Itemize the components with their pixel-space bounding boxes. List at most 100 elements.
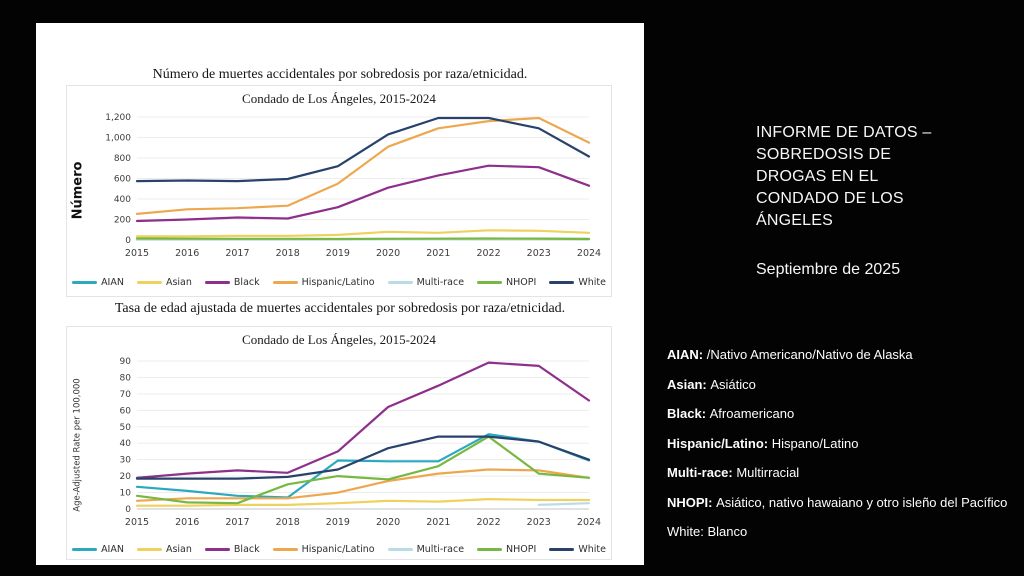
legend-label: NHOPI	[506, 276, 537, 288]
legend-swatch	[387, 280, 413, 284]
legend-swatch	[204, 280, 230, 284]
x-tick-label: 2023	[527, 248, 551, 259]
legend-item-nhopi: NHOPI	[477, 544, 536, 555]
rate-chart-ylabel-text: Age-Adjusted Rate per 100,000	[73, 377, 84, 512]
definition-text: Afroamericano	[709, 406, 795, 421]
legend-swatch	[387, 547, 413, 551]
series-line-aian	[135, 433, 591, 499]
series-line-nhopi	[135, 435, 591, 505]
number-chart-svg: 0 200 400 600 800 1,000 1,200 2015 2016 2017 2018 2…	[105, 113, 601, 259]
legend-label: Hispanic/Latino	[301, 276, 375, 288]
definition-item: Multi-race: Multirracial	[667, 462, 1019, 483]
series-line-black	[135, 164, 591, 223]
legend-label: Black	[233, 276, 260, 288]
y-tick-label: 70	[120, 390, 132, 400]
x-tick-label: 2024	[577, 248, 601, 259]
x-tick-label: 2022	[476, 248, 500, 259]
rate-chart-plot: 0 10 20 30 40 50 60 70 80 90 2015 2016 2017 2018 2019 2…	[89, 351, 611, 538]
legend-label: Black	[233, 543, 260, 555]
definition-item: NHOPI: Asiático, nativo hawaiano y otro …	[667, 492, 1019, 513]
y-tick-label: 600	[114, 175, 131, 185]
series-line-white	[135, 435, 591, 480]
legend-swatch	[549, 280, 575, 284]
charts-panel: Número de muertes accidentales por sobre…	[36, 23, 644, 565]
legend-item-aian: AIAN	[72, 544, 124, 555]
definition-term: Asian:	[667, 376, 711, 392]
series-line-nhopi	[135, 237, 591, 241]
legend-swatch	[477, 547, 503, 551]
definition-term: AIAN:	[667, 347, 707, 362]
definition-term: Multi-race:	[667, 465, 737, 480]
y-tick-label: 10	[120, 489, 132, 499]
rate-chart-subtitle: Condado de Los Ángeles, 2015-2024	[242, 332, 436, 347]
definition-term: NHOPI:	[667, 494, 717, 510]
legend-swatch	[272, 280, 298, 284]
legend-label: Multi-race	[416, 543, 465, 555]
definition-text: Multirracial	[736, 465, 800, 480]
x-tick-label: 2020	[376, 517, 400, 528]
y-tick-label: 0	[125, 505, 131, 515]
y-tick-label: 80	[120, 373, 132, 383]
y-tick-label: 40	[120, 439, 132, 449]
y-tick-label: 1,200	[105, 113, 131, 123]
series-line-white	[135, 116, 591, 183]
x-tick-label: 2017	[225, 517, 249, 528]
report-date: Septiembre de 2025	[756, 261, 901, 278]
x-tick-label: 2021	[426, 517, 450, 528]
legend-label: Asian	[165, 543, 192, 555]
number-chart-title: Número de muertes accidentales por sobre…	[152, 67, 528, 82]
y-tick-label: 60	[120, 406, 132, 416]
legend-item-aian: AIAN	[72, 277, 124, 288]
legend-swatch	[549, 547, 575, 551]
number-chart-card: Condado de Los Ángeles, 2015-2024 Número…	[66, 85, 612, 297]
legend-item-nhopi: NHOPI	[477, 277, 536, 288]
definition-text: Asiático, nativo hawaiano y otro isleño …	[716, 494, 1008, 510]
series-line-multi-race	[537, 502, 591, 506]
number-chart-plot: 0 200 400 600 800 1,000 1,200 2015 2016 2017 2018 2…	[89, 110, 611, 271]
rate-chart-legend: AIAN Asian Black Hispanic/Latino Multi-race N…	[67, 538, 611, 563]
definition-term: White:	[667, 524, 708, 539]
series-line-hispanic-latino	[135, 116, 591, 216]
legend-item-hispanic-latino: Hispanic/Latino	[272, 276, 375, 288]
rate-chart-card: Condado de Los Ángeles, 2015-2024 Age-Ad…	[66, 326, 612, 560]
legend-swatch	[272, 547, 298, 551]
y-tick-label: 200	[114, 216, 131, 226]
legend-item-white: White	[549, 544, 606, 555]
legend-swatch	[204, 547, 230, 551]
legend-swatch	[136, 547, 162, 551]
x-tick-label: 2016	[175, 248, 199, 259]
legend-swatch	[136, 280, 162, 284]
definitions-list: AIAN: /Nativo Americano/Nativo de Alaska…	[667, 344, 1019, 551]
definition-term: Hispanic/Latino:	[667, 435, 772, 451]
x-tick-label: 2016	[175, 517, 199, 528]
y-tick-label: 90	[120, 357, 132, 367]
series-line-asian	[135, 498, 591, 507]
legend-swatch	[477, 280, 503, 284]
legend-label: AIAN	[101, 276, 124, 288]
legend-label: NHOPI	[506, 543, 537, 555]
number-chart-body: Número 0 200 400 600 800 1,000 1,200 2015 2016 20…	[67, 110, 611, 271]
legend-item-black: Black	[204, 543, 260, 555]
legend-item-asian: Asian	[136, 277, 192, 288]
definition-text: Hispano/Latino	[771, 435, 859, 451]
x-tick-label: 2023	[527, 517, 551, 528]
number-chart-legend: AIAN Asian Black Hispanic/Latino Multi-race N…	[67, 271, 611, 296]
series-line-hispanic-latino	[135, 468, 591, 502]
x-tick-label: 2015	[125, 517, 149, 528]
x-tick-label: 2018	[276, 517, 300, 528]
x-tick-label: 2022	[476, 517, 500, 528]
x-tick-label: 2017	[225, 248, 249, 259]
definition-item: Hispanic/Latino: Hispano/Latino	[667, 433, 1019, 454]
y-tick-label: 20	[120, 472, 132, 482]
x-tick-label: 2018	[276, 248, 300, 259]
x-tick-label: 2021	[426, 248, 450, 259]
legend-label: White	[578, 543, 606, 555]
number-chart-ylabel-text: Número	[70, 161, 86, 220]
legend-item-white: White	[549, 277, 606, 288]
y-tick-label: 50	[120, 423, 132, 433]
rate-chart-svg: 0 10 20 30 40 50 60 70 80 90 2015 2016 2017 2018 2019 2…	[120, 357, 602, 528]
legend-item-hispanic-latino: Hispanic/Latino	[272, 544, 375, 555]
legend-item-black: Black	[204, 276, 260, 288]
legend-label: Multi-race	[416, 276, 465, 288]
